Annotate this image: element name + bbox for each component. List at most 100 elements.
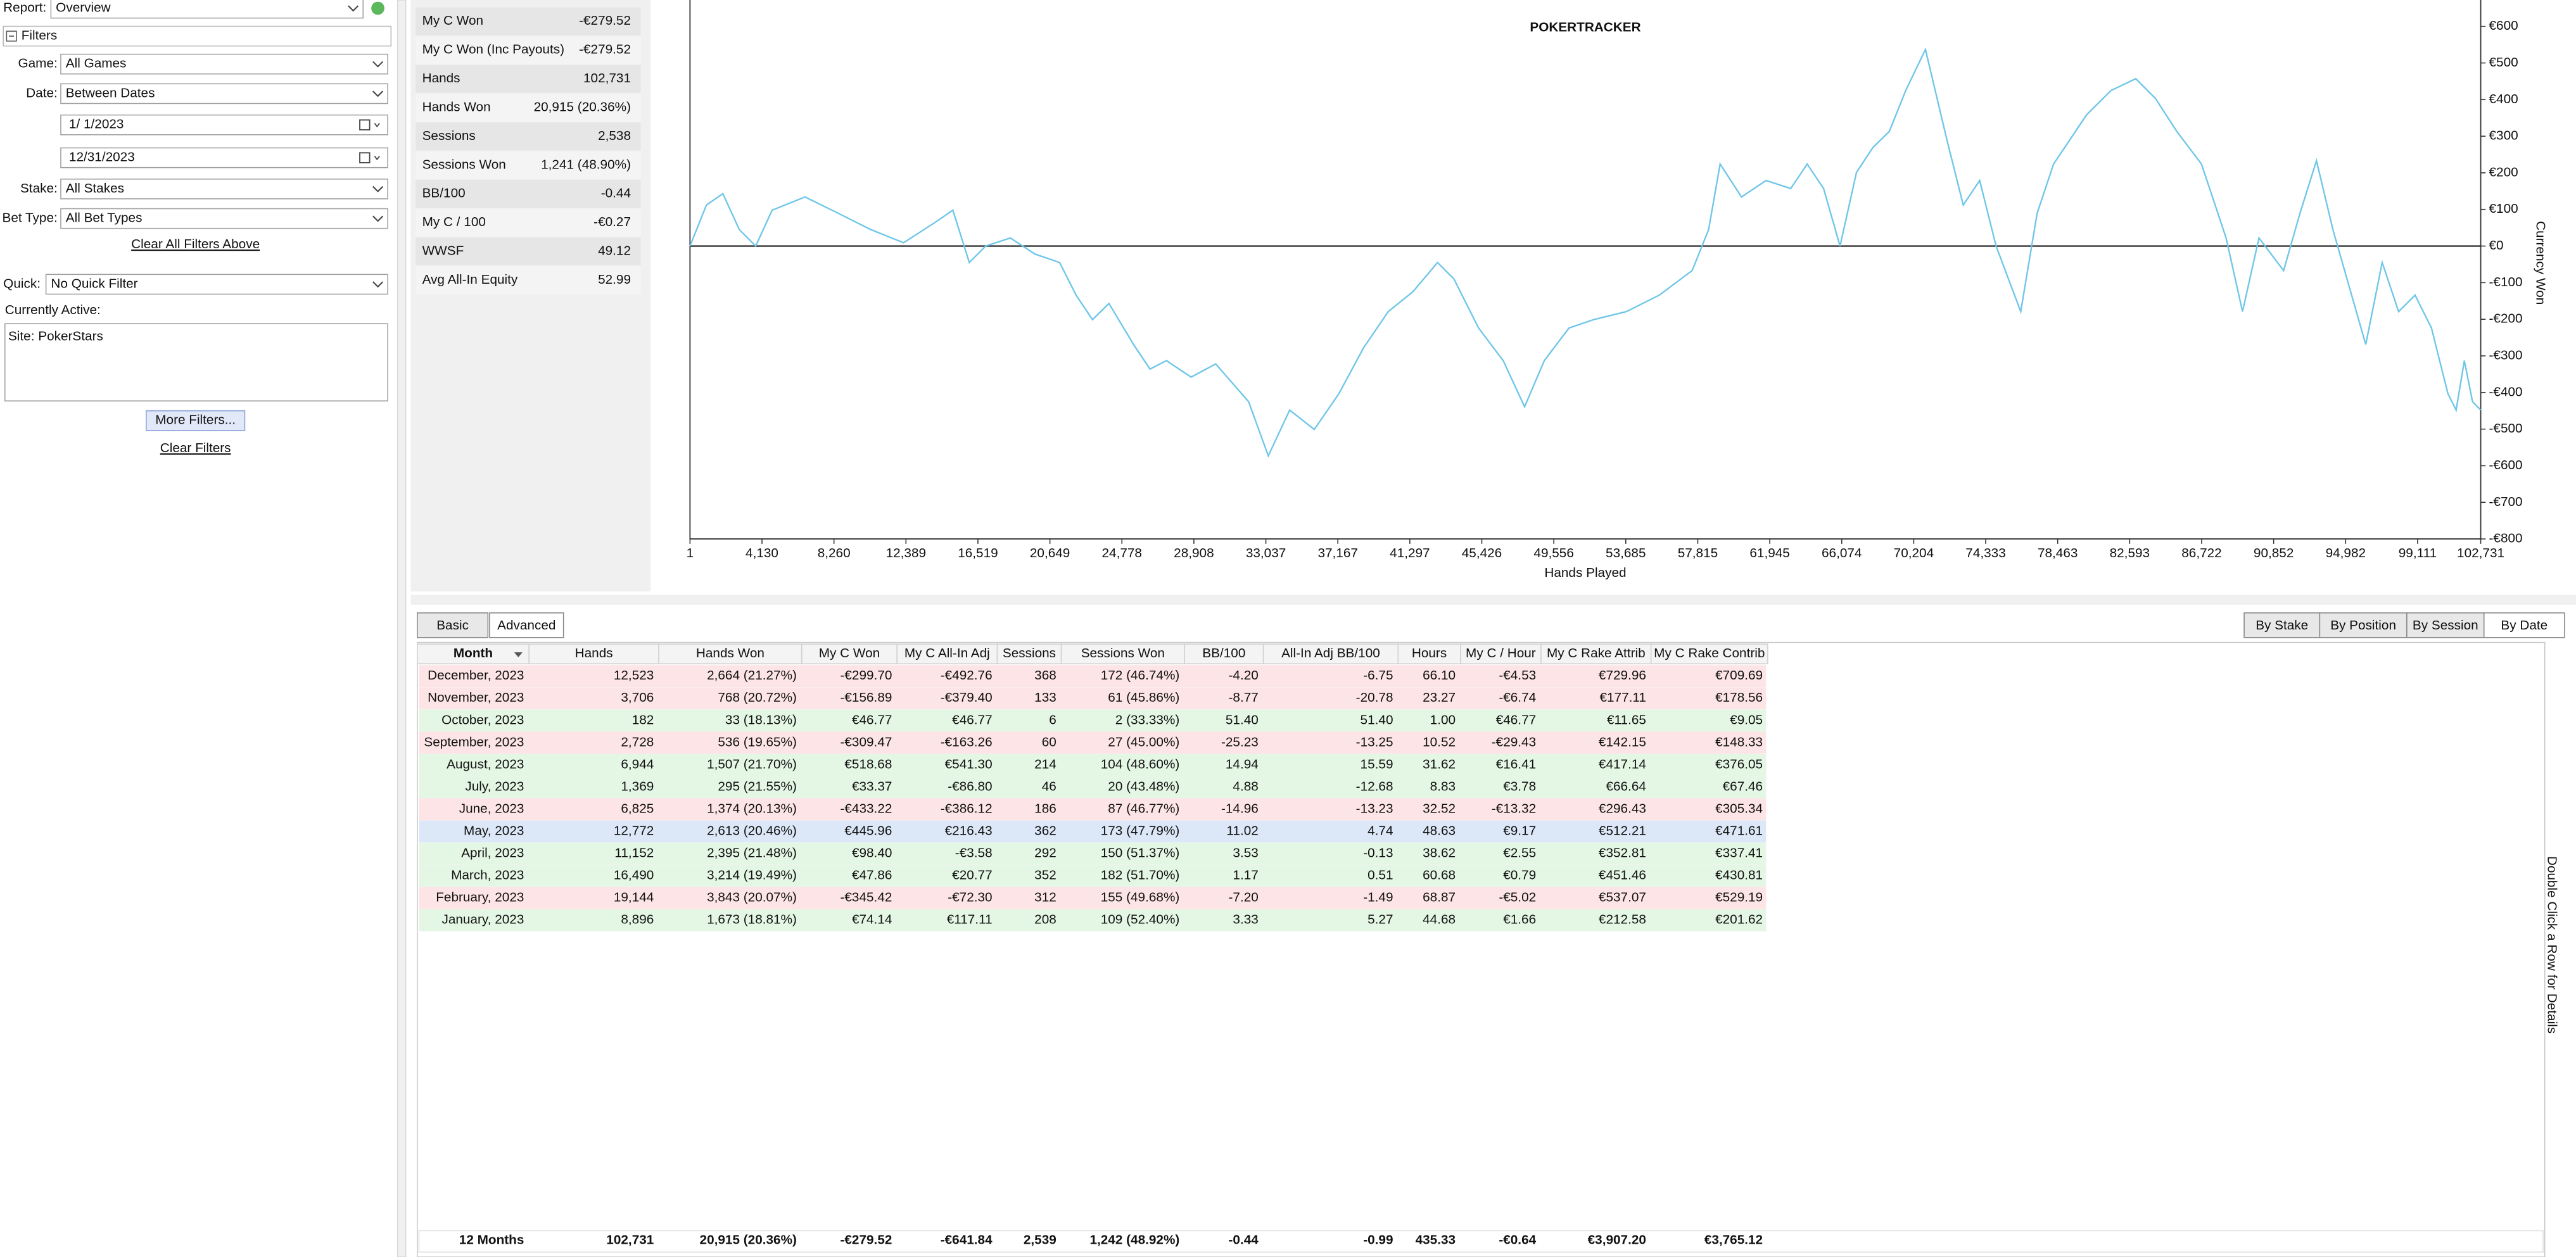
table-cell: €177.11 [1599, 690, 1646, 705]
view-button[interactable] [2406, 612, 2485, 638]
table-row[interactable] [419, 687, 1767, 710]
combo-arrow [372, 91, 384, 98]
column-header-label: All-In Adj BB/100 [1281, 646, 1380, 660]
tab-label: Advanced [497, 618, 555, 633]
help-icon[interactable] [371, 1, 384, 15]
table-cell: €216.43 [945, 823, 993, 838]
combo-box[interactable] [50, 0, 364, 19]
table-row[interactable] [419, 820, 1767, 843]
column-header[interactable] [1650, 643, 1768, 665]
combo-value: Between Dates [66, 85, 155, 100]
table-row[interactable] [419, 864, 1767, 887]
table-row[interactable] [419, 754, 1767, 776]
table-cell: 48.63 [1423, 823, 1456, 838]
y-tick-label: -€200 [2489, 312, 2523, 326]
tab[interactable] [489, 612, 564, 638]
stat-row [416, 237, 641, 266]
table-row[interactable] [419, 909, 1767, 932]
combo-box[interactable] [60, 83, 388, 104]
stat-label: My C Won (Inc Payouts) [422, 42, 564, 57]
combo-value: All Bet Types [66, 211, 143, 225]
table-cell: €201.62 [1715, 913, 1763, 927]
combo-box[interactable] [60, 53, 388, 75]
table-row[interactable] [419, 731, 1767, 754]
column-header[interactable] [801, 643, 898, 665]
stat-row [416, 7, 641, 35]
stat-label: My C Won [422, 13, 483, 28]
table-cell: -0.99 [1363, 1233, 1393, 1248]
stat-row [416, 266, 641, 294]
column-header[interactable] [1060, 643, 1185, 665]
table-cell: €471.61 [1715, 823, 1763, 838]
table-cell: 186 [1034, 801, 1056, 816]
table-row[interactable] [419, 798, 1767, 821]
column-header-label: Month [454, 646, 493, 660]
table-row[interactable] [419, 842, 1767, 865]
view-button[interactable] [2319, 612, 2408, 638]
link: Clear Filters [160, 441, 231, 455]
hint: Double Click a Row for Details [2545, 856, 2560, 1033]
stat-value: 102,731 [583, 71, 631, 85]
table-cell: €296.43 [1599, 801, 1646, 816]
table-cell: €417.14 [1599, 757, 1646, 771]
y-tick-label: €300 [2489, 129, 2518, 143]
table-cell: 23.27 [1423, 690, 1456, 705]
column-header-label: Hours [1412, 646, 1447, 660]
column-header[interactable] [658, 643, 803, 665]
date-input[interactable] [60, 147, 388, 168]
table-cell: 46 [1042, 779, 1056, 793]
table-row[interactable] [419, 776, 1767, 799]
date-value: 12/31/2023 [69, 150, 135, 165]
combo-arrow [372, 61, 384, 68]
table-cell: -€641.84 [941, 1233, 993, 1248]
combo-arrow [372, 215, 384, 222]
column-header[interactable] [1460, 643, 1542, 665]
table-cell: August, 2023 [447, 757, 524, 771]
table-cell: -€156.89 [841, 690, 892, 705]
column-header-label: Hands [575, 646, 613, 660]
x-tick-label: 45,426 [1462, 546, 1502, 560]
table-cell: €729.96 [1599, 668, 1646, 683]
column-header[interactable] [1262, 643, 1399, 665]
table-cell: €33.37 [852, 779, 892, 793]
x-tick-label: 8,260 [818, 546, 851, 560]
stat-label: My C / 100 [422, 215, 486, 229]
column-header[interactable] [1184, 643, 1264, 665]
watermark: POKERTRACKER [1530, 20, 1640, 35]
table-cell: 104 (48.60%) [1101, 757, 1180, 771]
combo-box[interactable] [60, 208, 388, 229]
table-cell: 182 (51.70%) [1101, 868, 1180, 882]
date-value: 1/ 1/2023 [69, 117, 124, 132]
table-cell: 768 (20.72%) [718, 690, 797, 705]
column-header[interactable] [1540, 643, 1652, 665]
table-row[interactable] [419, 887, 1767, 909]
table-cell: €9.17 [1503, 823, 1536, 838]
y-tick-label: €400 [2489, 92, 2518, 106]
button[interactable] [146, 410, 246, 431]
table-cell: -6.75 [1363, 668, 1393, 683]
combo-value: All Stakes [66, 181, 124, 196]
table-cell: -€4.53 [1499, 668, 1536, 683]
table-cell: €9.05 [1730, 712, 1763, 727]
button-label: More Filters... [155, 413, 236, 427]
table-row[interactable] [419, 665, 1767, 688]
table-cell: €1.66 [1503, 913, 1536, 927]
stat-label: WWSF [422, 243, 464, 258]
table-cell: 31.62 [1423, 757, 1456, 771]
date-input[interactable] [60, 114, 388, 136]
table-cell: -€6.74 [1499, 690, 1536, 705]
table-cell: 0.51 [1367, 868, 1393, 882]
tab[interactable] [417, 612, 489, 638]
view-label: By Position [2330, 618, 2396, 633]
table-row[interactable] [419, 709, 1767, 732]
column-header-label: My C / Hour [1466, 646, 1536, 660]
table-cell: 368 [1034, 668, 1056, 683]
view-button[interactable] [2483, 612, 2565, 638]
combo-box[interactable] [60, 179, 388, 199]
table-cell: 1,673 (18.81%) [707, 913, 797, 927]
combo-box[interactable] [45, 274, 388, 295]
calendar-icon [359, 119, 380, 130]
column-header[interactable] [1397, 643, 1461, 665]
table-cell: 61 (45.86%) [1108, 690, 1179, 705]
table-cell: 3.33 [1233, 913, 1258, 927]
